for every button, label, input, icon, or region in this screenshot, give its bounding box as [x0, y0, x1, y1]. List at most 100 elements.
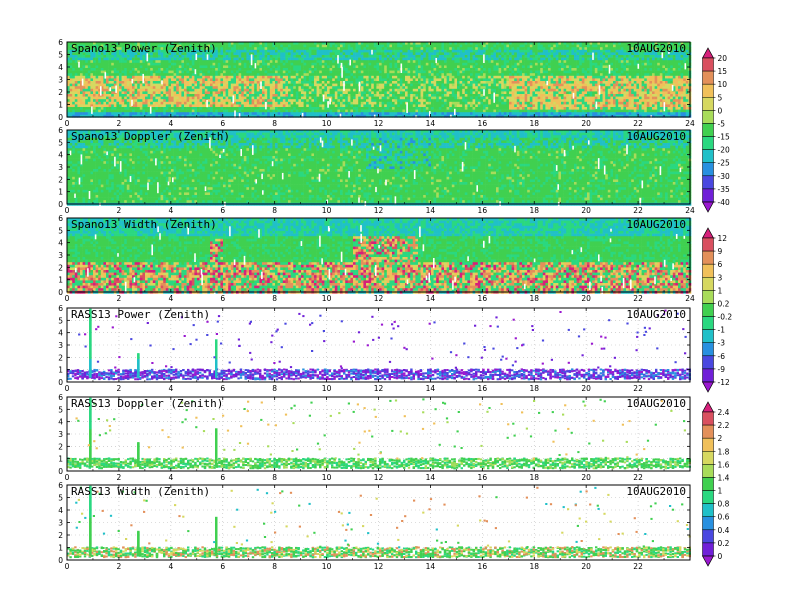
heatmap-cell	[226, 107, 229, 110]
heatmap-cell	[174, 76, 177, 79]
heatmap-cell	[241, 63, 244, 66]
heatmap-cell	[408, 94, 411, 97]
heatmap-cell	[111, 65, 114, 68]
heatmap-cell	[452, 71, 455, 74]
heatmap-cell	[330, 78, 333, 81]
heatmap-cell	[428, 68, 431, 71]
heatmap-cell	[80, 91, 83, 94]
heatmap-cell	[439, 50, 442, 53]
heatmap-cell	[457, 110, 460, 113]
heatmap-cell	[309, 55, 312, 58]
heatmap-cell	[298, 52, 301, 55]
heatmap-cell	[387, 99, 390, 102]
heatmap-cell	[158, 86, 161, 89]
heatmap-cell	[265, 89, 268, 92]
heatmap-cell	[197, 97, 200, 100]
heatmap-cell	[335, 78, 338, 81]
heatmap-cell	[311, 47, 314, 50]
heatmap-cell	[119, 112, 122, 115]
heatmap-cell	[457, 102, 460, 105]
heatmap-cell	[428, 78, 431, 81]
heatmap-cell	[361, 45, 364, 48]
heatmap-cell	[140, 91, 143, 94]
heatmap-cell	[168, 76, 171, 79]
heatmap-cell	[124, 104, 127, 107]
heatmap-cell	[439, 94, 442, 97]
heatmap-cell	[111, 78, 114, 81]
heatmap-cell	[335, 104, 338, 107]
heatmap-cell	[285, 50, 288, 53]
heatmap-cell	[322, 86, 325, 89]
heatmap-cell	[379, 58, 382, 61]
heatmap-cell	[265, 71, 268, 74]
heatmap-cell	[395, 104, 398, 107]
heatmap-cell	[210, 86, 213, 89]
heatmap-cell	[330, 110, 333, 113]
heatmap-cell	[314, 68, 317, 71]
heatmap-cell	[98, 65, 101, 68]
heatmap-cell	[392, 94, 395, 97]
heatmap-cell	[280, 102, 283, 105]
heatmap-cell	[400, 55, 403, 58]
heatmap-cell	[423, 107, 426, 110]
heatmap-cell	[330, 52, 333, 55]
heatmap-cell	[90, 81, 93, 84]
heatmap-cell	[306, 68, 309, 71]
heatmap-cell	[418, 78, 421, 81]
heatmap-cell	[291, 94, 294, 97]
heatmap-cell	[241, 91, 244, 94]
heatmap-cell	[233, 55, 236, 58]
heatmap-cell	[96, 63, 99, 66]
heatmap-cell	[267, 63, 270, 66]
heatmap-cell	[127, 104, 130, 107]
heatmap-cell	[382, 99, 385, 102]
heatmap-cell	[129, 89, 132, 92]
heatmap-cell	[304, 81, 307, 84]
heatmap-cell	[335, 68, 338, 71]
heatmap-cell	[353, 84, 356, 87]
heatmap-cell	[376, 58, 379, 61]
heatmap-cell	[174, 55, 177, 58]
heatmap-cell	[88, 68, 91, 71]
heatmap-cell	[132, 86, 135, 89]
heatmap-cell	[161, 97, 164, 100]
heatmap-cell	[119, 65, 122, 68]
heatmap-cell	[389, 78, 392, 81]
heatmap-cell	[158, 91, 161, 94]
heatmap-cell	[462, 58, 465, 61]
heatmap-cell	[155, 65, 158, 68]
heatmap-cell	[434, 68, 437, 71]
heatmap-cell	[200, 86, 203, 89]
heatmap-cell	[153, 84, 156, 87]
heatmap-cell	[171, 68, 174, 71]
heatmap-cell	[150, 78, 153, 81]
heatmap-cell	[129, 84, 132, 87]
heatmap-cell	[103, 94, 106, 97]
heatmap-cell	[158, 60, 161, 63]
heatmap-cell	[441, 89, 444, 92]
heatmap-cell	[309, 76, 312, 79]
heatmap-cell	[270, 47, 273, 50]
heatmap-cell	[311, 91, 314, 94]
heatmap-cell	[223, 86, 226, 89]
heatmap-cell	[215, 60, 218, 63]
heatmap-cell	[408, 81, 411, 84]
heatmap-cell	[83, 97, 86, 100]
heatmap-cell	[220, 94, 223, 97]
heatmap-cell	[267, 55, 270, 58]
heatmap-cell	[330, 91, 333, 94]
heatmap-cell	[397, 68, 400, 71]
heatmap-cell	[270, 89, 273, 92]
heatmap-cell	[88, 99, 91, 102]
heatmap-cell	[405, 81, 408, 84]
heatmap-cell	[402, 47, 405, 50]
heatmap-cell	[278, 60, 281, 63]
heatmap-cell	[319, 76, 322, 79]
heatmap-cell	[444, 52, 447, 55]
heatmap-cell	[387, 89, 390, 92]
heatmap-cell	[246, 89, 249, 92]
heatmap-cell	[278, 68, 281, 71]
heatmap-cell	[452, 47, 455, 50]
heatmap-cell	[361, 50, 364, 53]
heatmap-cell	[431, 86, 434, 89]
